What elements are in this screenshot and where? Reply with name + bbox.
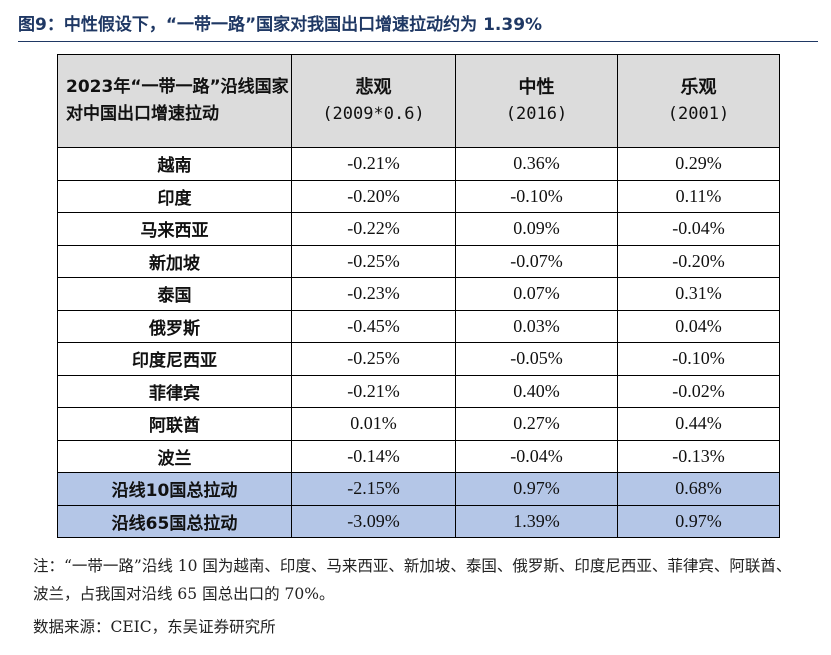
- optimistic-cell: -0.20%: [617, 244, 780, 278]
- pessimistic-cell: -0.45%: [291, 309, 456, 343]
- optimistic-cell: 0.11%: [617, 179, 780, 213]
- neutral-cell: -0.04%: [455, 439, 618, 473]
- country-cell: 阿联酋: [57, 407, 292, 441]
- header-optimistic: 乐观 (2001): [617, 54, 780, 148]
- header-optimistic-year: (2001): [667, 104, 730, 124]
- pessimistic-cell: -3.09%: [291, 504, 456, 538]
- optimistic-cell: 0.04%: [617, 309, 780, 343]
- pessimistic-cell: -0.20%: [291, 179, 456, 213]
- neutral-cell: -0.07%: [455, 244, 618, 278]
- summary-label-cell: 沿线10国总拉动: [57, 472, 292, 506]
- pessimistic-cell: 0.01%: [291, 407, 456, 441]
- country-cell: 泰国: [57, 277, 292, 311]
- country-cell: 马来西亚: [57, 212, 292, 246]
- neutral-cell: -0.10%: [455, 179, 618, 213]
- summary-row: 沿线10国总拉动 -2.15% 0.97% 0.68%: [57, 472, 780, 506]
- neutral-cell: -0.05%: [455, 342, 618, 376]
- optimistic-cell: 0.31%: [617, 277, 780, 311]
- summary-row: 沿线65国总拉动 -3.09% 1.39% 0.97%: [57, 504, 780, 538]
- country-cell: 波兰: [57, 439, 292, 473]
- country-cell: 印度尼西亚: [57, 342, 292, 376]
- neutral-cell: 0.97%: [455, 472, 618, 506]
- optimistic-cell: -0.13%: [617, 439, 780, 473]
- table-note: 注：“一带一路”沿线 10 国为越南、印度、马来西亚、新加坡、泰国、俄罗斯、印度…: [33, 557, 792, 603]
- pessimistic-cell: -2.15%: [291, 472, 456, 506]
- table-row: 泰国 -0.23% 0.07% 0.31%: [57, 277, 780, 311]
- header-pessimistic: 悲观 (2009*0.6): [291, 54, 456, 148]
- optimistic-cell: 0.44%: [617, 407, 780, 441]
- header-neutral-name: 中性: [518, 77, 555, 98]
- header-optimistic-name: 乐观: [680, 77, 717, 98]
- header-neutral: 中性 (2016): [455, 54, 618, 148]
- pessimistic-cell: -0.22%: [291, 212, 456, 246]
- optimistic-cell: 0.29%: [617, 147, 780, 181]
- table-row: 俄罗斯 -0.45% 0.03% 0.04%: [57, 309, 780, 343]
- data-source: 数据来源：CEIC，东吴证券研究所: [33, 618, 276, 636]
- pessimistic-cell: -0.25%: [291, 244, 456, 278]
- table-row: 印度 -0.20% -0.10% 0.11%: [57, 179, 780, 213]
- neutral-cell: 0.36%: [455, 147, 618, 181]
- neutral-cell: 0.09%: [455, 212, 618, 246]
- title-divider: [18, 41, 818, 42]
- pessimistic-cell: -0.23%: [291, 277, 456, 311]
- optimistic-cell: -0.04%: [617, 212, 780, 246]
- table-row: 马来西亚 -0.22% 0.09% -0.04%: [57, 212, 780, 246]
- neutral-cell: 0.27%: [455, 407, 618, 441]
- neutral-cell: 1.39%: [455, 504, 618, 538]
- table-row: 越南 -0.21% 0.36% 0.29%: [57, 147, 780, 181]
- export-contribution-table: 2023年“一带一路”沿线国家对中国出口增速拉动 悲观 (2009*0.6) 中…: [57, 54, 780, 538]
- country-cell: 印度: [57, 179, 292, 213]
- country-cell: 新加坡: [57, 244, 292, 278]
- optimistic-cell: 0.68%: [617, 472, 780, 506]
- pessimistic-cell: -0.21%: [291, 147, 456, 181]
- summary-label-cell: 沿线65国总拉动: [57, 504, 292, 538]
- country-cell: 越南: [57, 147, 292, 181]
- pessimistic-cell: -0.21%: [291, 374, 456, 408]
- optimistic-cell: -0.10%: [617, 342, 780, 376]
- header-neutral-year: (2016): [505, 104, 568, 124]
- header-row-label: 2023年“一带一路”沿线国家对中国出口增速拉动: [57, 54, 292, 148]
- optimistic-cell: 0.97%: [617, 504, 780, 538]
- figure-title: 图9：中性假设下，“一带一路”国家对我国出口增速拉动约为 1.39%: [18, 15, 543, 35]
- table-row: 波兰 -0.14% -0.04% -0.13%: [57, 439, 780, 473]
- table-row: 新加坡 -0.25% -0.07% -0.20%: [57, 244, 780, 278]
- pessimistic-cell: -0.25%: [291, 342, 456, 376]
- neutral-cell: 0.07%: [455, 277, 618, 311]
- table-row: 阿联酋 0.01% 0.27% 0.44%: [57, 407, 780, 441]
- table-row: 印度尼西亚 -0.25% -0.05% -0.10%: [57, 342, 780, 376]
- neutral-cell: 0.40%: [455, 374, 618, 408]
- optimistic-cell: -0.02%: [617, 374, 780, 408]
- country-cell: 菲律宾: [57, 374, 292, 408]
- pessimistic-cell: -0.14%: [291, 439, 456, 473]
- table-row: 菲律宾 -0.21% 0.40% -0.02%: [57, 374, 780, 408]
- table-header-row: 2023年“一带一路”沿线国家对中国出口增速拉动 悲观 (2009*0.6) 中…: [57, 54, 780, 148]
- header-pessimistic-name: 悲观: [355, 77, 392, 98]
- neutral-cell: 0.03%: [455, 309, 618, 343]
- country-cell: 俄罗斯: [57, 309, 292, 343]
- header-pessimistic-year: (2009*0.6): [322, 104, 425, 124]
